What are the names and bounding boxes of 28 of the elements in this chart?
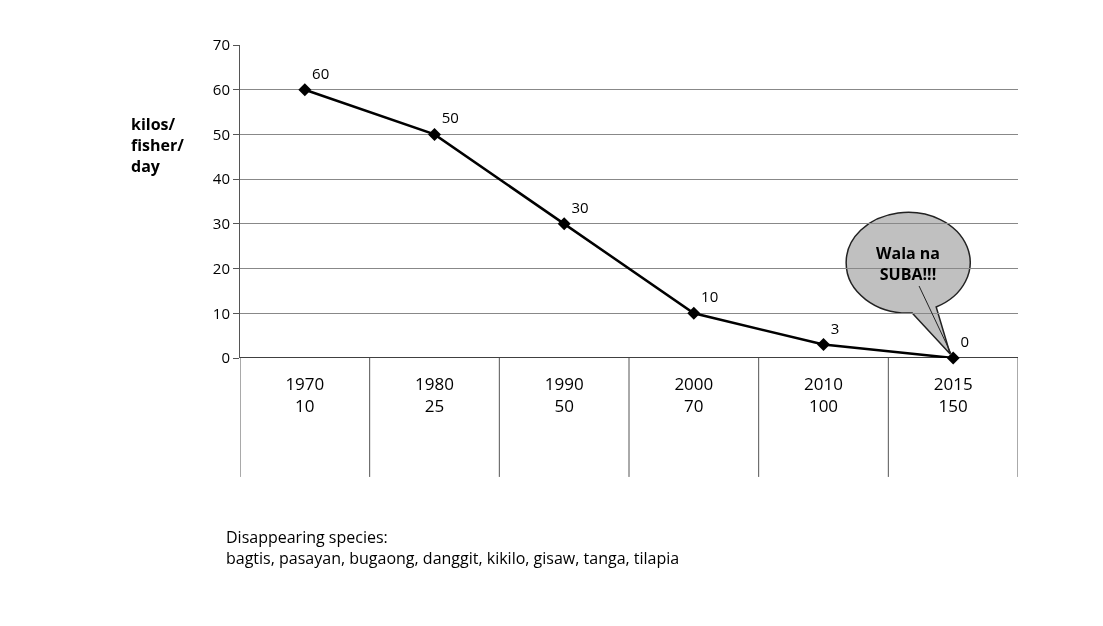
data-label: 10	[701, 286, 719, 307]
point	[298, 83, 312, 97]
x-tick-label: 1970 10	[285, 372, 325, 418]
x-tick-label: 1980 25	[415, 372, 454, 418]
y-tick-label: 30	[212, 213, 230, 234]
x-tick-label: 2010 100	[804, 372, 843, 418]
x-tick-label: 2015 150	[933, 372, 973, 418]
data-label: 60	[312, 62, 330, 83]
x-tick-label: 1990 50	[544, 372, 584, 418]
y-tick-label: 20	[212, 257, 230, 278]
annotation: Wala na SUBA!!!	[876, 242, 941, 285]
y-tick-label: 10	[212, 302, 230, 323]
data-label: 50	[441, 107, 459, 128]
point	[687, 306, 701, 320]
y-tick-label: 0	[221, 347, 230, 368]
point	[557, 217, 571, 231]
x-tick-label: 2000 70	[674, 372, 714, 418]
data-label: 3	[830, 317, 840, 338]
data-label: 0	[960, 331, 969, 351]
y-tick-label: 50	[212, 123, 230, 144]
y-tick-label: 60	[212, 78, 230, 99]
data-label: 30	[571, 196, 589, 217]
point	[817, 338, 830, 352]
point	[428, 127, 441, 141]
text: Disappearing species: bagtis, pasayan, bugaong, danggit, kikilo, gisaw, tanga, tilapia	[226, 526, 680, 569]
y-tick-label: 70	[212, 34, 230, 55]
y-axis-title: kilos/ fisher/ day	[131, 113, 185, 177]
y-tick-label: 40	[212, 168, 230, 189]
